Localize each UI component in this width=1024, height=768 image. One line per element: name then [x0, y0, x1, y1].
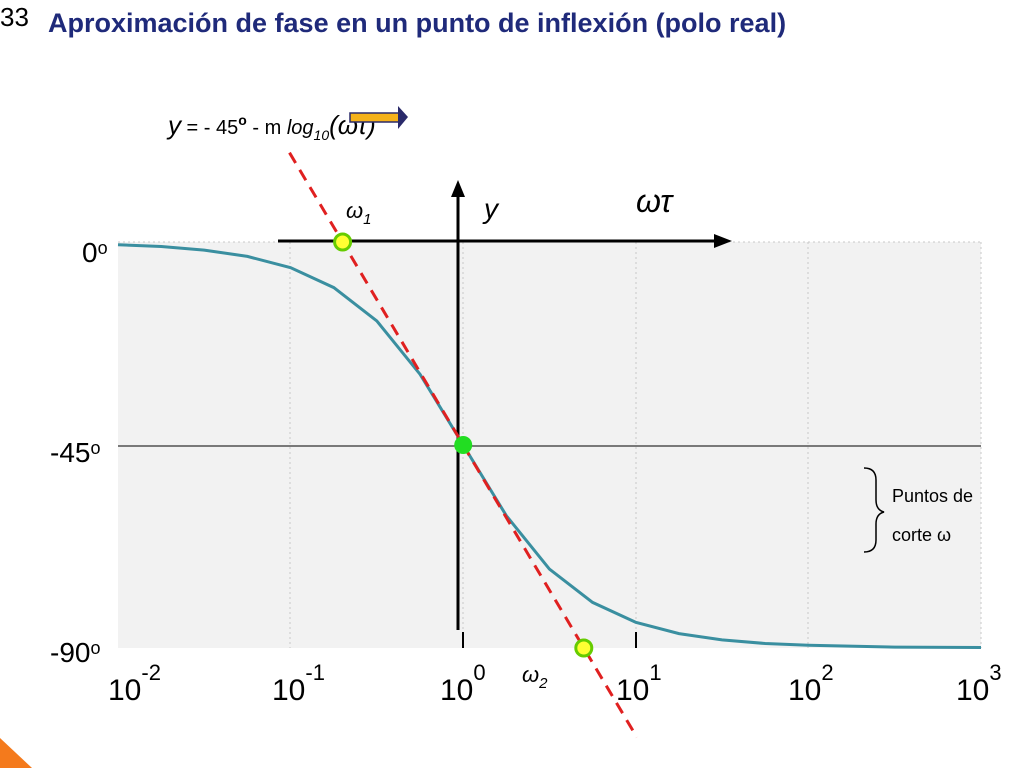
formula-log: log — [287, 117, 314, 139]
y-tick-minus90-sup: o — [90, 638, 100, 658]
x-tick-1e-2-base: 10 — [108, 674, 141, 707]
x-tick-1e3-exp: 3 — [989, 660, 1001, 685]
x-tick-1e1: 101 — [616, 660, 662, 707]
omega2-sub: 2 — [538, 675, 548, 692]
plot-area — [118, 242, 981, 648]
x-tick-labels: 10-2 10-1 100 101 102 103 — [108, 660, 1002, 707]
x-tick-1e3-base: 10 — [956, 674, 989, 707]
omega2-label: ω2 — [522, 662, 548, 692]
x-tick-1e0: 100 — [440, 660, 486, 707]
x-tick-1e-2-exp: -2 — [141, 660, 161, 685]
cut-point-omega1 — [333, 232, 353, 252]
x-tick-1e2-exp: 2 — [821, 660, 833, 685]
asymptote-formula: y = - 45o - m log10(ωτ) — [166, 110, 376, 143]
formula-deg: o — [238, 112, 247, 128]
y-tick-minus45-text: -45 — [50, 437, 90, 468]
y-arrowhead — [451, 180, 465, 197]
x-tick-1e-2: 10-2 — [108, 660, 161, 707]
omega1-symbol: ω — [346, 198, 363, 223]
y-tick-0: 0o — [82, 237, 108, 268]
y-axis-label: y — [482, 193, 500, 224]
cut-point-omega2 — [574, 638, 594, 658]
x-tick-1e2: 102 — [788, 660, 834, 707]
y-tick-minus45: -45o — [50, 437, 100, 468]
y-tick-minus90-text: -90 — [50, 637, 90, 668]
slide-title: Aproximación de fase en un punto de infl… — [48, 8, 787, 38]
omega-tau-arrowhead — [714, 234, 732, 248]
inflection-point — [454, 436, 473, 454]
x-tick-1e-1-base: 10 — [272, 674, 305, 707]
omega1-sub: 1 — [363, 211, 371, 228]
formula-log-sub: 10 — [314, 127, 330, 143]
brace-note-line2: corte ω — [892, 525, 951, 545]
formula-y: y — [166, 110, 183, 140]
omega2-symbol: ω — [522, 662, 539, 687]
x-tick-1e1-exp: 1 — [649, 660, 661, 685]
brace-icon — [863, 467, 885, 553]
omega1-label: ω1 — [346, 198, 371, 228]
highlight-arrow — [349, 106, 408, 129]
y-tick-0-sup: o — [98, 238, 108, 258]
slide-number: 33 — [0, 2, 29, 32]
y-tick-minus45-sup: o — [90, 438, 100, 458]
formula-minus-m: - m — [247, 117, 287, 139]
x-tick-1e3: 103 — [956, 660, 1002, 707]
omega-tau-label: ωτ — [636, 183, 674, 219]
corner-decoration — [0, 738, 32, 768]
y-tick-0-text: 0 — [82, 237, 98, 268]
x-tick-1e-1-exp: -1 — [305, 660, 325, 685]
bottom-ticks — [462, 632, 637, 648]
x-tick-1e1-base: 10 — [616, 674, 649, 707]
x-tick-1e0-exp: 0 — [473, 660, 485, 685]
x-tick-1e0-base: 10 — [440, 674, 473, 707]
y-tick-minus90: -90o — [50, 637, 100, 668]
x-tick-1e-1: 10-1 — [272, 660, 325, 707]
formula-eq: = - 45 — [181, 117, 238, 139]
brace-note-line1: Puntos de — [892, 486, 973, 506]
x-tick-1e2-base: 10 — [788, 674, 821, 707]
